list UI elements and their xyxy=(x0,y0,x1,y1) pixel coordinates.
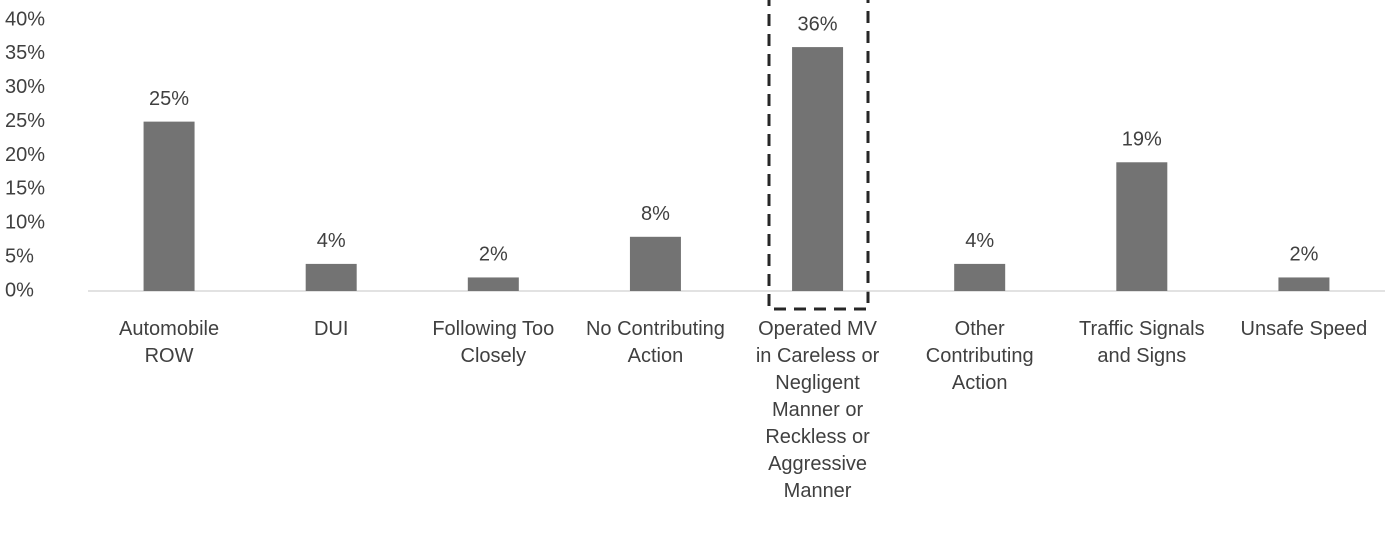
bar xyxy=(792,47,844,291)
bar xyxy=(1278,277,1330,291)
x-tick-label: Other Contributing Action xyxy=(925,318,1034,394)
highlight-box xyxy=(767,0,870,311)
x-tick-label: Traffic Signals and Signs xyxy=(1079,318,1205,367)
bar xyxy=(143,121,195,291)
y-tick-label: 10% xyxy=(5,212,45,234)
data-label: 25% xyxy=(149,88,189,110)
data-label: 4% xyxy=(965,230,994,252)
data-label: 19% xyxy=(1122,129,1162,151)
data-label: 8% xyxy=(641,203,670,225)
bar xyxy=(629,236,681,291)
y-tick-label: 20% xyxy=(5,144,45,166)
x-tick-label: DUI xyxy=(313,318,349,340)
x-tick-label: Automobile ROW xyxy=(119,318,220,367)
data-label: 4% xyxy=(317,230,346,252)
bar xyxy=(954,263,1006,291)
data-label: 2% xyxy=(479,244,508,266)
y-tick-label: 40% xyxy=(5,8,45,30)
y-tick-label: 25% xyxy=(5,110,45,132)
data-label: 36% xyxy=(798,13,838,35)
data-label: 2% xyxy=(1289,244,1318,266)
x-tick-label: Operated MV in Careless or Negligent Man… xyxy=(755,318,880,502)
y-tick-label: 5% xyxy=(5,245,34,267)
y-tick-label: 15% xyxy=(5,178,45,200)
y-tick-label: 0% xyxy=(5,279,34,301)
x-tick-label: Following Too Closely xyxy=(432,318,555,367)
x-tick-label: No Contributing Action xyxy=(585,318,725,367)
bar xyxy=(467,277,519,291)
bar xyxy=(1116,162,1168,291)
bar xyxy=(305,263,357,291)
y-tick-label: 30% xyxy=(5,76,45,98)
x-tick-label: Unsafe Speed xyxy=(1240,318,1368,340)
y-tick-label: 35% xyxy=(5,42,45,64)
